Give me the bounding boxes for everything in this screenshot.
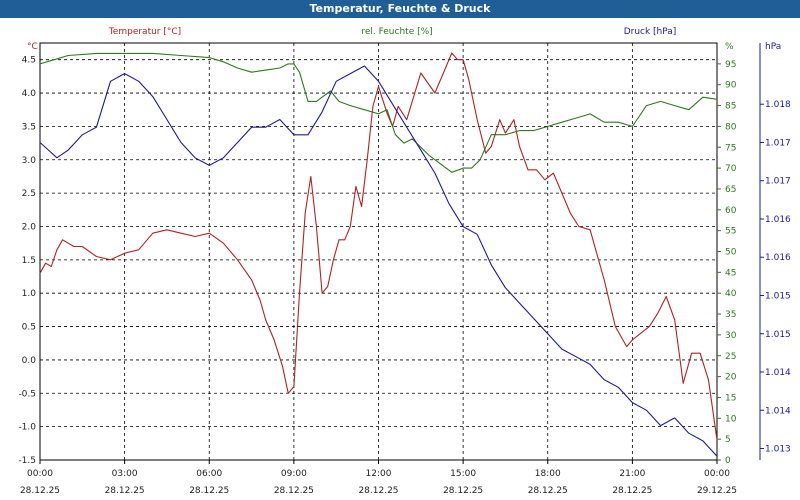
humidity-tick-label: 85	[725, 102, 736, 112]
x-tick-date: 29.12.25	[697, 486, 737, 496]
humidity-tick-label: 55	[725, 227, 736, 237]
pressure-tick-label: 1.014	[765, 368, 791, 378]
x-tick-time: 03:00	[112, 469, 138, 479]
temperature-tick-label: 2.5	[22, 189, 36, 199]
temperature-tick-label: 3.5	[22, 122, 36, 132]
x-tick-date: 28.12.25	[189, 486, 229, 496]
grid	[39, 42, 764, 464]
x-tick-time: 00:00	[27, 469, 53, 479]
temperature-unit: °C	[27, 42, 38, 52]
temperature-tick-label: -0.5	[18, 389, 36, 399]
pressure-tick-label: 1.014	[765, 406, 791, 416]
pressure-tick-label: 1.016	[765, 253, 791, 263]
humidity-tick-label: 35	[725, 310, 736, 320]
temperature-tick-label: 4.5	[22, 56, 36, 66]
humidity-tick-label: 80	[725, 122, 737, 132]
humidity-tick-label: 10	[725, 414, 737, 424]
humidity-tick-label: 15	[725, 393, 736, 403]
x-tick-date: 28.12.25	[20, 486, 60, 496]
pressure-tick-label: 1.016	[765, 215, 791, 225]
humidity-unit: %	[725, 42, 734, 52]
temperature-axis-label: Temperatur [°C]	[108, 27, 181, 37]
pressure-tick-label: 1.018	[765, 100, 791, 110]
pressure-tick-label: 1.015	[765, 291, 791, 301]
temperature-tick-label: 2.0	[22, 222, 37, 232]
temperature-tick-label: -1.0	[18, 423, 36, 433]
temperature-tick-label: 3.0	[22, 156, 37, 166]
x-tick-time: 00:00	[704, 469, 730, 479]
x-tick-time: 12:00	[366, 469, 392, 479]
x-tick-date: 28.12.25	[528, 486, 568, 496]
x-tick-time: 06:00	[196, 469, 222, 479]
x-tick-time: 21:00	[619, 469, 645, 479]
humidity-tick-label: 70	[725, 164, 737, 174]
tick-labels: -1.5 -1.0 -0.5 0.0 0.5 1.0 1.5 2.0 2.5 3.0 3.5 4.0 4…	[18, 56, 791, 496]
humidity-tick-label: 40	[725, 289, 737, 299]
series-lines	[39, 52, 718, 457]
temperature-tick-label: 0.0	[22, 356, 37, 366]
humidity-tick-label: 45	[725, 268, 736, 278]
humidity-tick-label: 25	[725, 352, 736, 362]
x-tick-date: 28.12.25	[105, 486, 145, 496]
pressure-tick-label: 1.013	[765, 445, 791, 455]
pressure-unit: hPa	[765, 42, 781, 52]
temperature-tick-label: -1.5	[18, 456, 36, 466]
humidity-tick-label: 65	[725, 185, 736, 195]
chart-title: Temperatur, Feuchte & Druck	[0, 0, 800, 18]
x-tick-time: 18:00	[535, 469, 561, 479]
humidity-tick-label: 95	[725, 60, 736, 70]
humidity-tick-label: 75	[725, 143, 736, 153]
x-tick-date: 28.12.25	[443, 486, 483, 496]
humidity-tick-label: 5	[725, 435, 731, 445]
humidity-tick-label: 30	[725, 331, 737, 341]
temperature-tick-label: 0.5	[22, 323, 36, 333]
humidity-tick-label: 60	[725, 206, 737, 216]
x-tick-date: 28.12.25	[358, 486, 398, 496]
humidity-series-line	[39, 52, 718, 173]
temperature-tick-label: 1.0	[22, 289, 37, 299]
pressure-tick-label: 1.017	[765, 138, 791, 148]
pressure-series-line	[39, 65, 718, 457]
pressure-tick-label: 1.015	[765, 330, 791, 340]
temperature-series-line	[39, 52, 718, 441]
temperature-tick-label: 4.0	[22, 89, 37, 99]
pressure-axis-label: Druck [hPa]	[624, 27, 677, 37]
x-tick-date: 28.12.25	[274, 486, 314, 496]
humidity-tick-label: 90	[725, 81, 737, 91]
x-tick-time: 09:00	[281, 469, 307, 479]
humidity-axis-label: rel. Feuchte [%]	[361, 27, 432, 37]
x-tick-time: 15:00	[450, 469, 476, 479]
x-tick-date: 28.12.25	[612, 486, 652, 496]
humidity-tick-label: 0	[725, 456, 731, 466]
humidity-tick-label: 50	[725, 248, 737, 258]
humidity-tick-label: 20	[725, 373, 737, 383]
line-chart: Temperatur [°C] rel. Feuchte [%] Druck […	[18, 27, 791, 496]
temperature-tick-label: 1.5	[22, 256, 36, 266]
axis-labels: Temperatur [°C] rel. Feuchte [%] Druck […	[27, 27, 781, 52]
pressure-tick-label: 1.017	[765, 177, 791, 187]
